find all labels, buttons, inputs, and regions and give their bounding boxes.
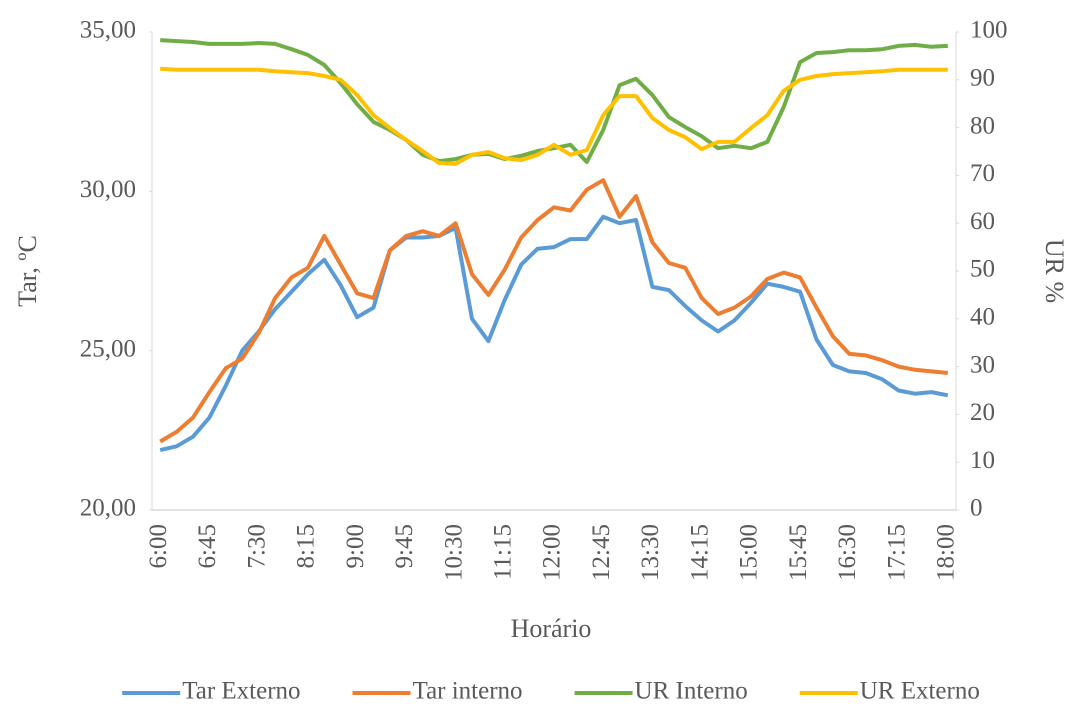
x-tick-label: 12:45 (588, 524, 615, 581)
x-tick-label: 13:30 (637, 524, 664, 581)
legend-item: UR Externo (799, 678, 980, 705)
legend-item: Tar interno (352, 678, 523, 705)
x-tick-label: 8:15 (293, 524, 320, 568)
legend-label: UR Externo (860, 678, 980, 705)
y2-tick-label: 100 (970, 17, 1008, 44)
y2-tick-label: 60 (970, 208, 995, 235)
x-tick-label: 14:15 (686, 524, 713, 581)
y2-tick-label: 50 (970, 256, 995, 283)
x-tick-label: 6:45 (194, 524, 221, 568)
series-line (160, 38, 948, 164)
y-axis-title: Tar, ºC (13, 235, 42, 307)
y2-tick-label: 80 (970, 112, 995, 139)
y2-tick-label: 10 (970, 447, 995, 474)
x-tick-label: 17:15 (883, 524, 910, 581)
x-tick-label: 18:00 (933, 524, 960, 581)
y2-tick-label: 40 (970, 304, 995, 331)
x-tick-label: 12:00 (539, 524, 566, 581)
y2-tick-label: 90 (970, 65, 995, 92)
y2-tick-label: 0 (970, 495, 983, 522)
y2-tick-label: 70 (970, 160, 995, 187)
legend-item: Tar Externo (122, 678, 301, 705)
x-tick-label: 9:45 (391, 524, 418, 568)
y2-tick-label: 20 (970, 399, 995, 426)
y-tick-label: 35,00 (80, 17, 136, 44)
x-tick-label: 15:00 (736, 524, 763, 581)
y2-tick-label: 30 (970, 351, 995, 378)
x-tick-label: 9:00 (342, 524, 369, 568)
y-tick-label: 30,00 (80, 176, 136, 203)
legend-item: UR Interno (574, 678, 748, 705)
legend-label: Tar Externo (182, 678, 300, 705)
x-tick-label: 6:00 (145, 524, 172, 568)
x-tick-label: 7:30 (243, 524, 270, 568)
x-tick-label: 11:15 (490, 524, 517, 580)
series-line (159, 178, 948, 444)
x-tick-label: 15:45 (785, 524, 812, 581)
series-line (159, 214, 949, 453)
y-tick-label: 20,00 (80, 495, 136, 522)
legend-label: Tar interno (413, 678, 523, 705)
legend-label: UR Interno (635, 678, 748, 705)
x-axis-title: Horário (511, 614, 592, 643)
y2-axis-title: UR % (1040, 239, 1069, 303)
series-line (160, 66, 948, 166)
x-tick-label: 16:30 (834, 524, 861, 581)
legend: Tar Externo Tar interno UR Interno UR Exter… (122, 678, 980, 705)
x-tick-label: 10:30 (440, 524, 467, 581)
y-tick-label: 25,00 (80, 335, 136, 362)
